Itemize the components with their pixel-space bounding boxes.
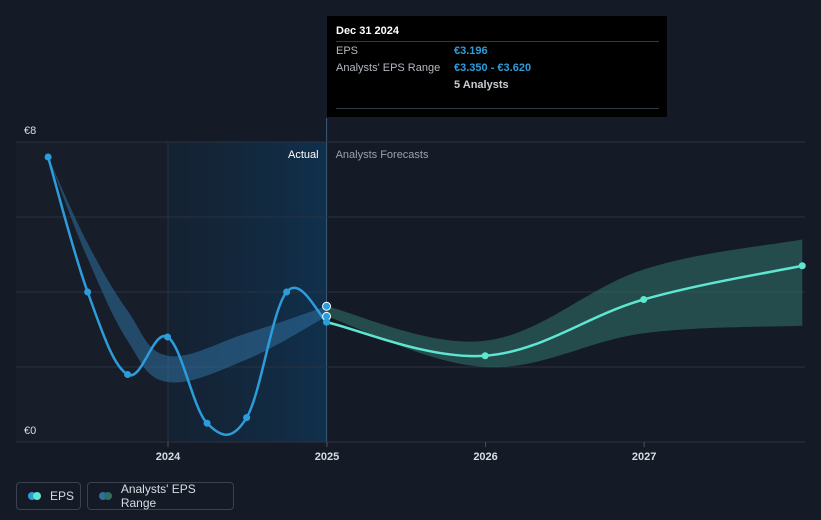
eps-line-forecast <box>326 264 803 358</box>
tooltip-eps-label: EPS <box>336 44 359 57</box>
tooltip-eps-value: €3.196 <box>454 44 488 57</box>
region-bands <box>16 118 328 442</box>
legend-eps-toggle[interactable]: EPS <box>16 482 81 510</box>
legend-range-toggle[interactable]: Analysts' EPS Range <box>87 482 234 510</box>
x-tick-label: 2026 <box>473 451 497 463</box>
range-legend-icon <box>99 492 113 500</box>
tooltip-eps-row: EPS €3.196 <box>336 41 659 59</box>
eps-legend-icon <box>28 492 42 500</box>
x-tick-label: 2025 <box>315 451 339 463</box>
range-areas <box>48 157 803 383</box>
eps-point <box>481 352 489 360</box>
forecast-label: Analysts Forecasts <box>336 149 429 161</box>
tooltip-analysts-row: 5 Analysts <box>336 76 659 93</box>
eps-point <box>798 262 806 270</box>
range-high-point <box>322 301 332 311</box>
legend-eps-label: EPS <box>50 489 75 503</box>
eps-point <box>203 419 211 427</box>
eps-current-point <box>323 318 331 326</box>
axis-labels: €8 €0 2024 2025 2026 2027 Actual Analysts Forec… <box>16 125 805 463</box>
tooltip-range-row: Analysts' EPS Range €3.350 - €3.620 <box>336 59 659 76</box>
eps-point <box>283 288 291 296</box>
eps-point <box>243 414 251 422</box>
x-tick-label: 2024 <box>156 451 181 463</box>
eps-point <box>124 371 132 378</box>
tooltip: Dec 31 2024 EPS €3.196 Analysts' EPS Ran… <box>327 16 667 117</box>
tooltip-range-label: Analysts' EPS Range <box>336 61 441 74</box>
series-points <box>44 153 806 427</box>
eps-point <box>84 288 92 296</box>
tooltip-date: Dec 31 2024 <box>336 25 399 37</box>
tooltip-divider <box>336 108 659 109</box>
eps-point <box>640 296 648 303</box>
x-tick-label: 2027 <box>632 451 656 463</box>
y-tick-label: €8 <box>24 125 36 137</box>
eps-point <box>164 333 172 341</box>
legend-range-label: Analysts' EPS Range <box>120 482 196 510</box>
actual-label: Actual <box>288 149 319 161</box>
range-area-forecast <box>326 239 803 368</box>
tooltip-analysts: 5 Analysts <box>454 78 509 91</box>
eps-point <box>44 153 52 161</box>
tooltip-range-value: €3.350 - €3.620 <box>454 61 532 74</box>
y-tick-label: €0 <box>24 425 36 437</box>
